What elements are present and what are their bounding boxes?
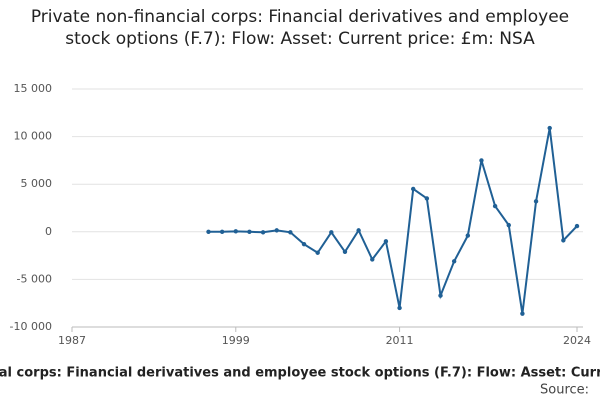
- data-point: [397, 305, 402, 311]
- data-point: [288, 230, 293, 235]
- data-point: [301, 241, 307, 247]
- y-tick-label: 5 000: [21, 177, 53, 190]
- data-point: [260, 230, 266, 235]
- x-tick-label: 2024: [563, 334, 591, 347]
- data-point: [342, 249, 348, 254]
- data-point: [219, 229, 225, 234]
- data-point: [520, 311, 525, 316]
- y-tick-label: 15 000: [14, 82, 53, 95]
- data-point: [451, 259, 457, 264]
- data-point: [247, 229, 252, 234]
- data-point: [438, 293, 443, 298]
- data-line: [208, 127, 578, 314]
- y-tick-label: -10 000: [10, 320, 52, 333]
- x-tick-label: 1999: [222, 334, 250, 347]
- y-tick-label: 0: [45, 225, 52, 238]
- data-point: [233, 229, 238, 234]
- data-point: [274, 228, 279, 233]
- data-point: [411, 186, 416, 192]
- data-point: [315, 250, 320, 255]
- x-tick-label: 1987: [58, 334, 86, 347]
- data-point: [424, 196, 430, 201]
- x-axis-label: Private non-financial corps: Financial d…: [0, 366, 600, 381]
- data-point: [370, 257, 375, 262]
- data-point: [383, 239, 389, 244]
- data-point: [479, 158, 484, 163]
- y-tick-label: -5 000: [17, 272, 52, 285]
- chart-title: Private non-financial corps: Financial d…: [30, 7, 570, 49]
- source: Source:: [540, 383, 589, 398]
- data-point: [465, 233, 471, 238]
- data-point: [533, 199, 539, 204]
- x-tick-label: 2011: [386, 334, 414, 347]
- data-point: [356, 228, 361, 233]
- data-point: [547, 125, 552, 131]
- data-point: [329, 230, 334, 235]
- data-point: [492, 203, 498, 209]
- data-point: [506, 222, 511, 228]
- data-point: [206, 229, 211, 234]
- data-point: [561, 238, 566, 243]
- data-point: [574, 223, 580, 229]
- y-tick-label: 10 000: [14, 130, 53, 143]
